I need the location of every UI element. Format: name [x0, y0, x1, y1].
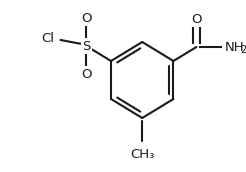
Text: NH: NH	[225, 40, 245, 53]
Text: O: O	[81, 12, 92, 24]
Text: 2: 2	[240, 45, 246, 55]
Text: S: S	[82, 40, 91, 52]
Text: O: O	[81, 67, 92, 80]
Text: O: O	[191, 13, 202, 25]
Text: Cl: Cl	[41, 31, 54, 45]
Text: CH₃: CH₃	[130, 148, 154, 161]
